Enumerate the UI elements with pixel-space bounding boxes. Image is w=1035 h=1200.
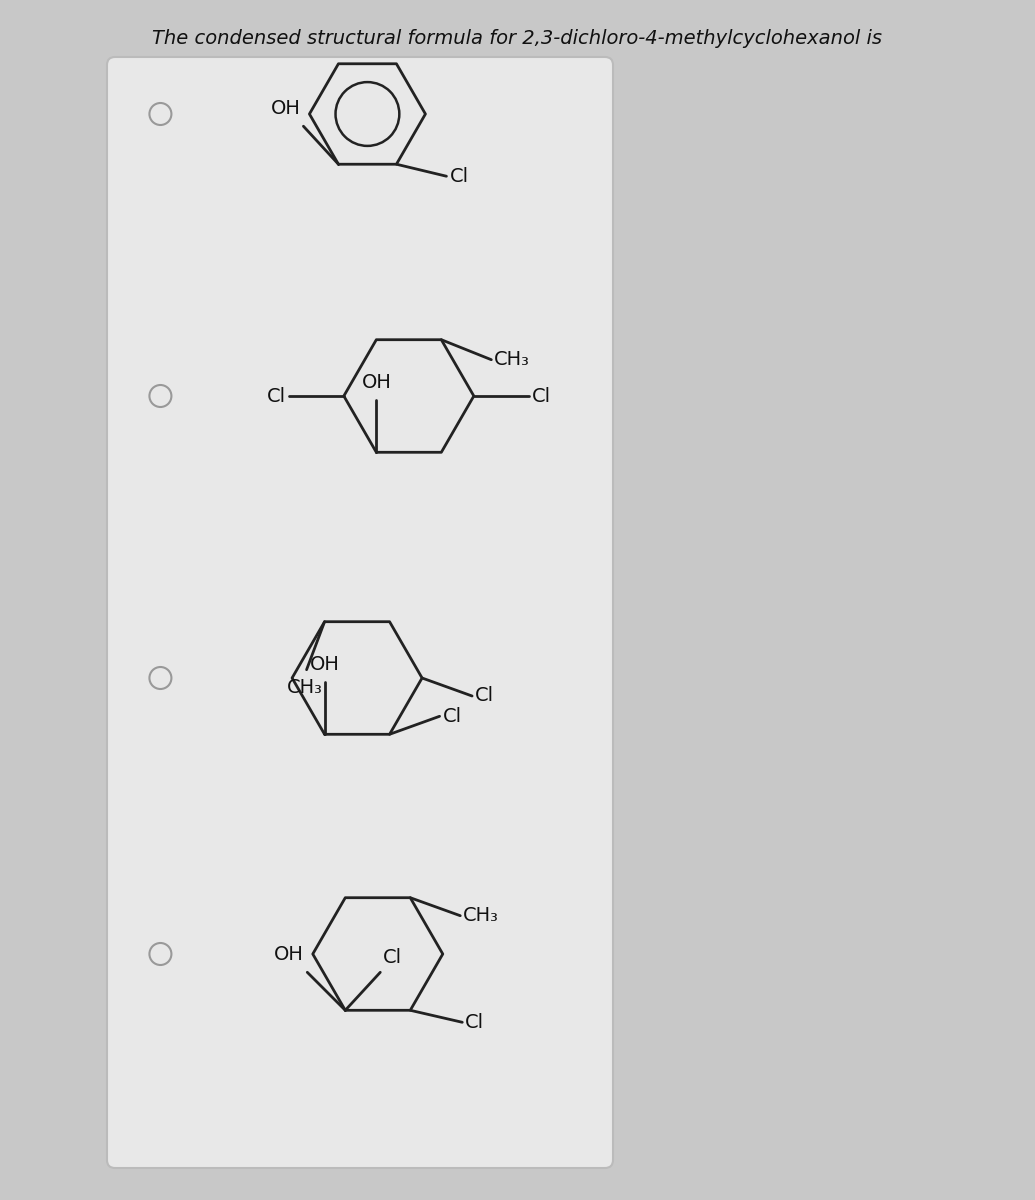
Text: OH: OH	[270, 100, 300, 119]
Text: Cl: Cl	[532, 386, 551, 406]
Text: Cl: Cl	[383, 948, 403, 967]
Text: CH₃: CH₃	[495, 350, 530, 370]
Text: OH: OH	[309, 655, 339, 674]
Text: CH₃: CH₃	[464, 906, 499, 925]
Text: Cl: Cl	[443, 707, 462, 726]
Text: Cl: Cl	[449, 167, 469, 186]
Text: Cl: Cl	[466, 1013, 484, 1032]
Text: Cl: Cl	[475, 686, 494, 706]
Text: CH₃: CH₃	[287, 678, 323, 697]
Text: OH: OH	[273, 946, 303, 965]
Text: OH: OH	[361, 373, 391, 392]
FancyBboxPatch shape	[107, 56, 613, 1168]
Text: Cl: Cl	[267, 386, 286, 406]
Text: The condensed structural formula for 2,3-dichloro-4-methylcyclohexanol is: The condensed structural formula for 2,3…	[152, 29, 882, 48]
